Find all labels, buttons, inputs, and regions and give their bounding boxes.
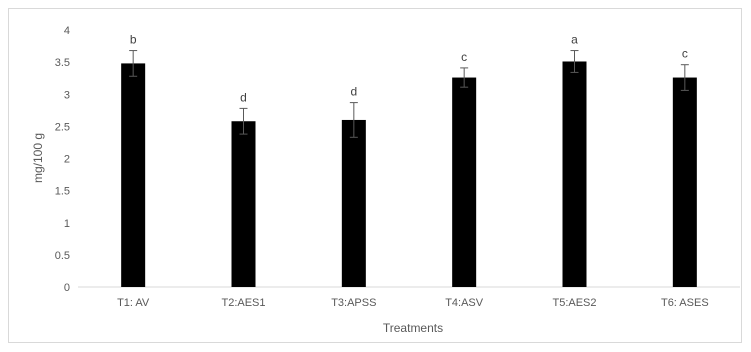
y-tick-label: 0 [64, 282, 70, 294]
x-tick-label: T5:AES2 [552, 297, 596, 309]
x-axis-title: Treatments [383, 321, 443, 335]
bar [562, 61, 587, 287]
x-tick-label: T6: ASES [661, 297, 709, 309]
bar [452, 77, 477, 287]
y-tick-label: 0.5 [55, 250, 70, 262]
bar [121, 63, 146, 287]
error-bar [680, 64, 689, 91]
data-label: d [350, 85, 357, 99]
y-tick-label: 1.5 [55, 186, 70, 198]
error-bar [349, 102, 358, 138]
data-labels: b d d c a c [130, 33, 688, 105]
error-bar [129, 50, 138, 77]
x-tick-label: T1: AV [117, 297, 150, 309]
error-bar [570, 50, 579, 73]
error-bar [460, 67, 469, 88]
bar [341, 119, 366, 287]
y-tick-label: 1 [64, 218, 70, 230]
y-tick-label: 2 [64, 154, 70, 166]
error-bar [239, 107, 248, 135]
data-label: d [240, 90, 247, 104]
data-label: c [682, 47, 688, 61]
data-label: c [461, 50, 467, 64]
y-tick-label: 4 [64, 25, 70, 37]
data-label: b [130, 33, 137, 47]
x-tick-label: T4:ASV [445, 297, 484, 309]
y-tick-label: 3.5 [55, 57, 70, 69]
x-tick-label: T2:AES1 [221, 297, 265, 309]
data-label: a [571, 33, 578, 47]
bars [121, 61, 697, 287]
y-axis-ticks: 0 0.5 1 1.5 2 2.5 3 3.5 4 [55, 25, 70, 294]
x-tick-label: T3:APSS [331, 297, 376, 309]
x-axis-ticks: T1: AV T2:AES1 T3:APSS T4:ASV T5:AES2 T6: ASE… [117, 297, 709, 309]
bar [231, 121, 256, 287]
error-bars [129, 50, 689, 138]
y-tick-label: 2.5 [55, 121, 70, 133]
y-axis-title: mg/100 g [31, 133, 45, 183]
y-tick-label: 3 [64, 89, 70, 101]
bar [672, 77, 697, 287]
